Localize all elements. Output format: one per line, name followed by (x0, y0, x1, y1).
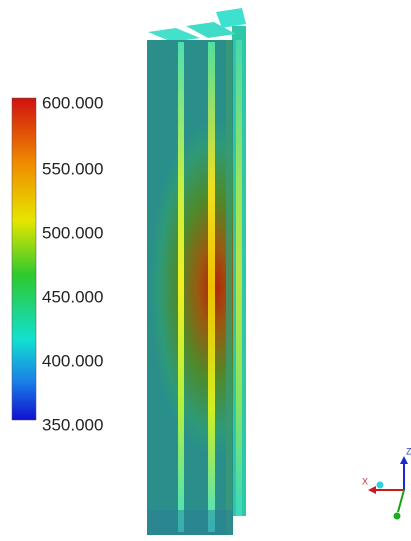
viewport: 600.000 550.000 500.000 450.000 400.000 … (0, 0, 411, 541)
model (147, 8, 246, 535)
legend-label: 450.000 (42, 287, 103, 306)
axis-label: Z (406, 446, 411, 456)
legend-label: 500.000 (42, 223, 103, 242)
legend-label: 350.000 (42, 415, 103, 434)
legend-label: 600.000 (42, 93, 103, 112)
axis-label: X (362, 476, 368, 486)
legend-label: 400.000 (42, 351, 103, 370)
color-bar (12, 98, 36, 420)
axis-triad: X Z (362, 446, 411, 519)
legend-label: 550.000 (42, 159, 103, 178)
scene: 600.000 550.000 500.000 450.000 400.000 … (0, 0, 411, 541)
